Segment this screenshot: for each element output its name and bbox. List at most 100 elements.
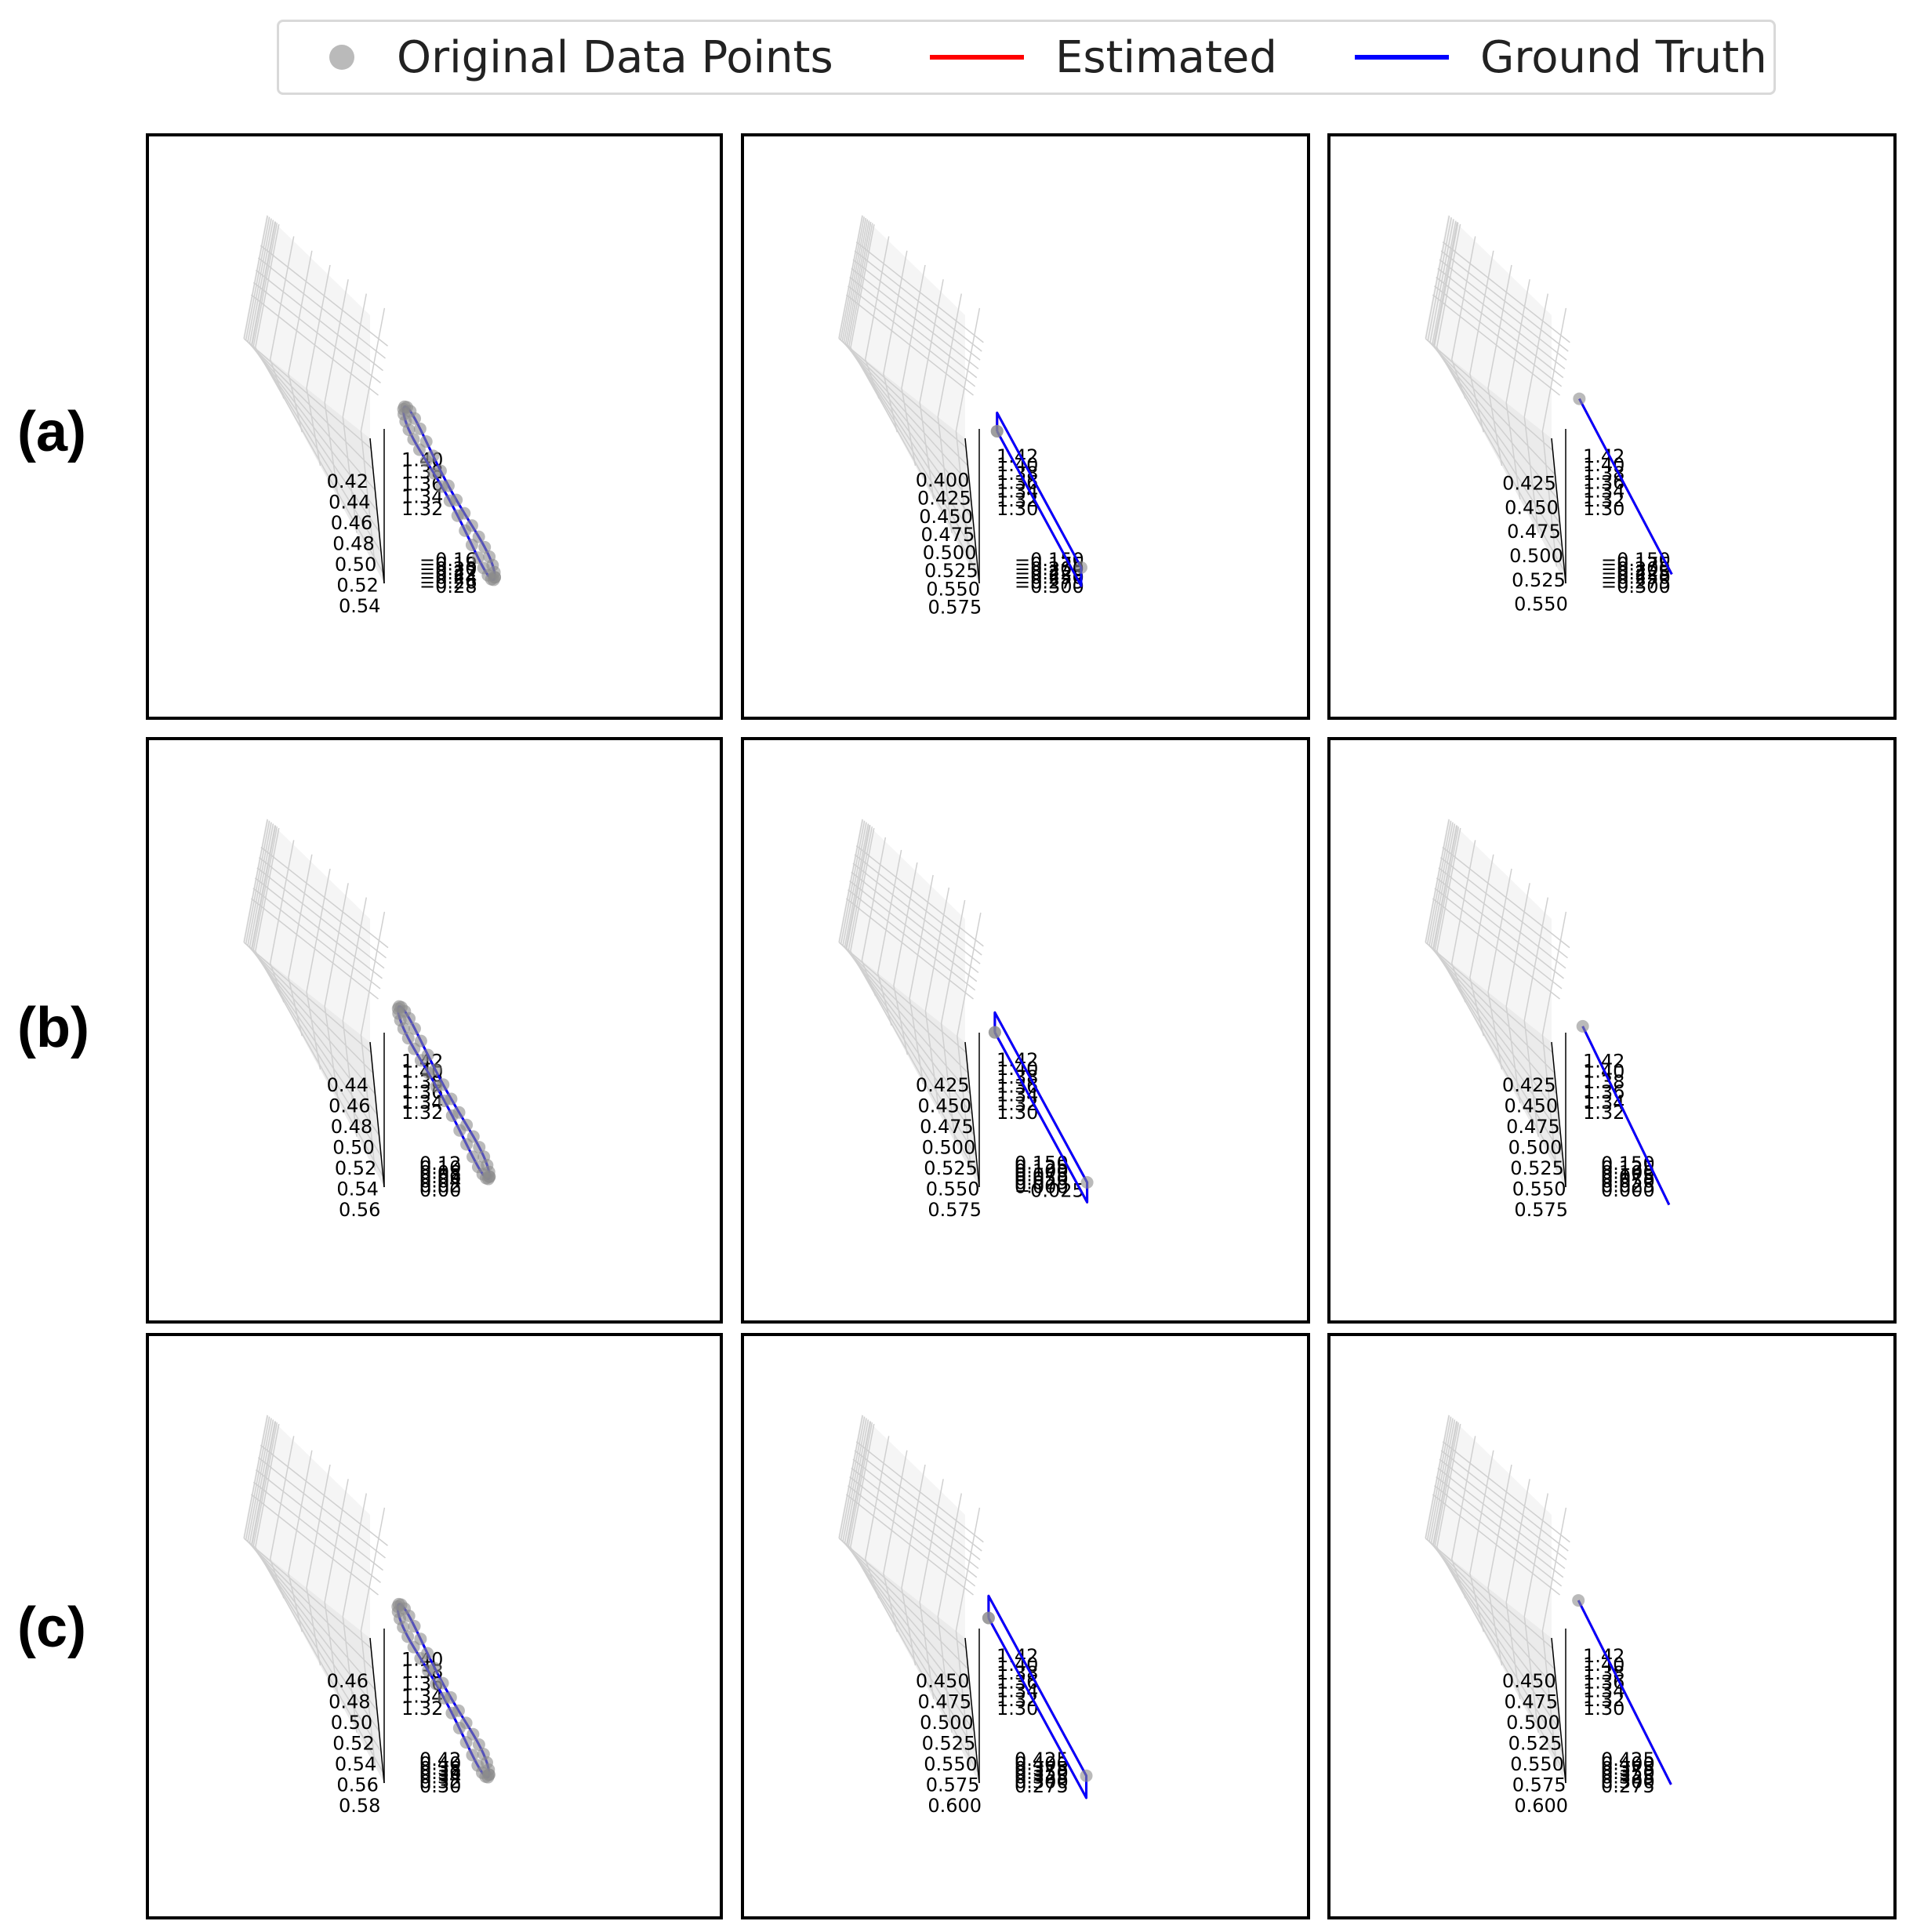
tick-labels: 0.460.480.500.520.540.560.58 0.300.320.34… bbox=[327, 1648, 462, 1817]
data-point bbox=[982, 1611, 995, 1625]
legend: Original Data Points Estimated Ground Tr… bbox=[277, 20, 1776, 95]
y-tick-label: 0.32 bbox=[419, 1770, 461, 1792]
y-tick-label: 0.325 bbox=[1601, 1767, 1655, 1789]
x-tick-label: 0.48 bbox=[331, 1116, 372, 1138]
y-tick-label: −0.175 bbox=[1601, 554, 1671, 576]
data-point bbox=[430, 1677, 443, 1690]
data-point bbox=[1576, 1019, 1589, 1033]
data-point bbox=[990, 424, 1004, 438]
y-tick-label: 0.100 bbox=[1015, 1160, 1069, 1182]
x-tick-label: 0.550 bbox=[1512, 1178, 1566, 1200]
data-point bbox=[402, 423, 416, 437]
plot-3d-svg: 0.440.460.480.500.520.540.56 0.000.020.04… bbox=[243, 819, 496, 1221]
pane-left bbox=[838, 215, 965, 438]
y-tick-label: −0.24 bbox=[419, 567, 477, 589]
ground-truth-line bbox=[1578, 398, 1673, 576]
z-tick-label: 1.42 bbox=[1583, 445, 1625, 467]
grid-lines bbox=[243, 215, 388, 574]
grid-lines bbox=[838, 1414, 984, 1774]
legend-line-blue-icon bbox=[1355, 55, 1449, 60]
x-tick-label: 0.48 bbox=[329, 1691, 370, 1713]
z-tick-label: 1.34 bbox=[996, 1084, 1038, 1106]
legend-line-red-icon bbox=[930, 55, 1024, 60]
x-tick-label: 0.550 bbox=[924, 1753, 978, 1775]
y-tick-label: −0.18 bbox=[419, 554, 477, 576]
data-point bbox=[435, 480, 448, 493]
z-tick-label: 1.32 bbox=[401, 1102, 443, 1124]
x-tick-label: 0.425 bbox=[1502, 472, 1556, 494]
x-tick-label: 0.54 bbox=[335, 1753, 376, 1775]
data-point bbox=[408, 1022, 421, 1035]
panel-b-1: 0.44 0.46 0.48 0.50 0.52 0.54 0.56 0.00 0.02 0.04… bbox=[146, 737, 723, 1324]
x-tick-label: 0.54 bbox=[339, 595, 380, 617]
plot-3d-svg: 0.460.480.500.520.540.560.58 0.300.320.34… bbox=[243, 1414, 496, 1817]
z-tick-label: 1.32 bbox=[401, 498, 443, 520]
pane-floor bbox=[838, 942, 979, 1187]
y-tick-label: 0.40 bbox=[419, 1753, 461, 1775]
x-tick-label: 0.475 bbox=[921, 524, 975, 546]
y-tick-label: −0.025 bbox=[1015, 1180, 1084, 1202]
y-tick-label: 0.275 bbox=[1015, 1775, 1069, 1797]
data-point bbox=[1080, 1769, 1093, 1782]
axes bbox=[1551, 1033, 1566, 1188]
plot-3d-svg: 0.4000.4250.4500.4750.5000.5250.5500.575… bbox=[838, 215, 1087, 618]
x-tick-label: 0.600 bbox=[928, 1795, 982, 1817]
data-point bbox=[488, 571, 502, 584]
row-label-c: (c) bbox=[17, 1596, 86, 1659]
grid-lines bbox=[243, 819, 389, 1178]
y-tick-label: 0.36 bbox=[419, 1762, 461, 1784]
z-tick-label: 1.34 bbox=[996, 481, 1038, 503]
row-label-b: (b) bbox=[17, 997, 89, 1059]
x-tick-label: 0.450 bbox=[917, 1095, 971, 1117]
x-tick-label: 0.450 bbox=[916, 1670, 970, 1692]
z-tick-label: 1.34 bbox=[1583, 1091, 1625, 1113]
x-tick-label: 0.400 bbox=[916, 470, 970, 492]
panel-b-2: 0.425 0.450 0.475 0.500 0.525 0.550 0.575 −0.02… bbox=[741, 737, 1310, 1324]
x-tick-label: 0.46 bbox=[329, 1095, 370, 1117]
y-tick-label: 0.125 bbox=[1015, 1157, 1069, 1178]
data-point bbox=[397, 1022, 410, 1035]
data-point bbox=[414, 1652, 427, 1665]
data-point bbox=[451, 509, 464, 522]
tick-labels: 0.420.440.460.480.500.520.54 −0.28−0.26−0… bbox=[327, 448, 477, 617]
legend-label-ground-truth: Ground Truth bbox=[1480, 31, 1767, 83]
z-tick-label: 1.34 bbox=[1583, 1680, 1625, 1702]
y-tick-label: 0.34 bbox=[419, 1767, 461, 1789]
y-tick-label: 0.000 bbox=[1015, 1176, 1069, 1198]
x-tick-label: 0.525 bbox=[922, 1733, 976, 1755]
axes bbox=[1551, 429, 1566, 584]
data-point bbox=[478, 540, 492, 554]
data-point bbox=[482, 1768, 496, 1781]
ground-truth-line bbox=[1581, 1026, 1671, 1206]
x-tick-label: 0.575 bbox=[1514, 1199, 1568, 1221]
x-tick-label: 0.475 bbox=[917, 1691, 971, 1713]
z-tick-label: 1.30 bbox=[996, 1698, 1038, 1720]
y-tick-label: −0.225 bbox=[1015, 562, 1084, 584]
y-tick-label: −0.22 bbox=[419, 562, 477, 584]
y-tick-label: −0.200 bbox=[1601, 557, 1671, 579]
x-tick-label: 0.450 bbox=[1504, 1095, 1558, 1117]
y-tick-label: −0.275 bbox=[1601, 571, 1671, 593]
x-tick-label: 0.525 bbox=[924, 1157, 978, 1179]
y-tick-label: −0.300 bbox=[1015, 576, 1084, 597]
pane-left bbox=[1425, 215, 1552, 438]
data-point bbox=[465, 539, 478, 552]
x-tick-label: 0.550 bbox=[926, 1178, 980, 1200]
x-tick-label: 0.600 bbox=[1514, 1795, 1568, 1817]
y-tick-label: 0.025 bbox=[1015, 1172, 1069, 1194]
legend-item-points: Original Data Points bbox=[318, 22, 833, 93]
y-tick-label: 0.42 bbox=[419, 1749, 461, 1770]
data-point bbox=[1080, 1176, 1094, 1189]
x-tick-label: 0.525 bbox=[924, 560, 978, 582]
axes bbox=[964, 1033, 980, 1188]
z-tick-label: 1.38 bbox=[1583, 1071, 1625, 1093]
axes bbox=[369, 429, 385, 584]
x-tick-label: 0.450 bbox=[1502, 1670, 1556, 1692]
y-tick-label: 0.04 bbox=[419, 1171, 461, 1193]
x-tick-label: 0.50 bbox=[331, 1712, 372, 1734]
legend-marker-icon bbox=[329, 45, 354, 70]
